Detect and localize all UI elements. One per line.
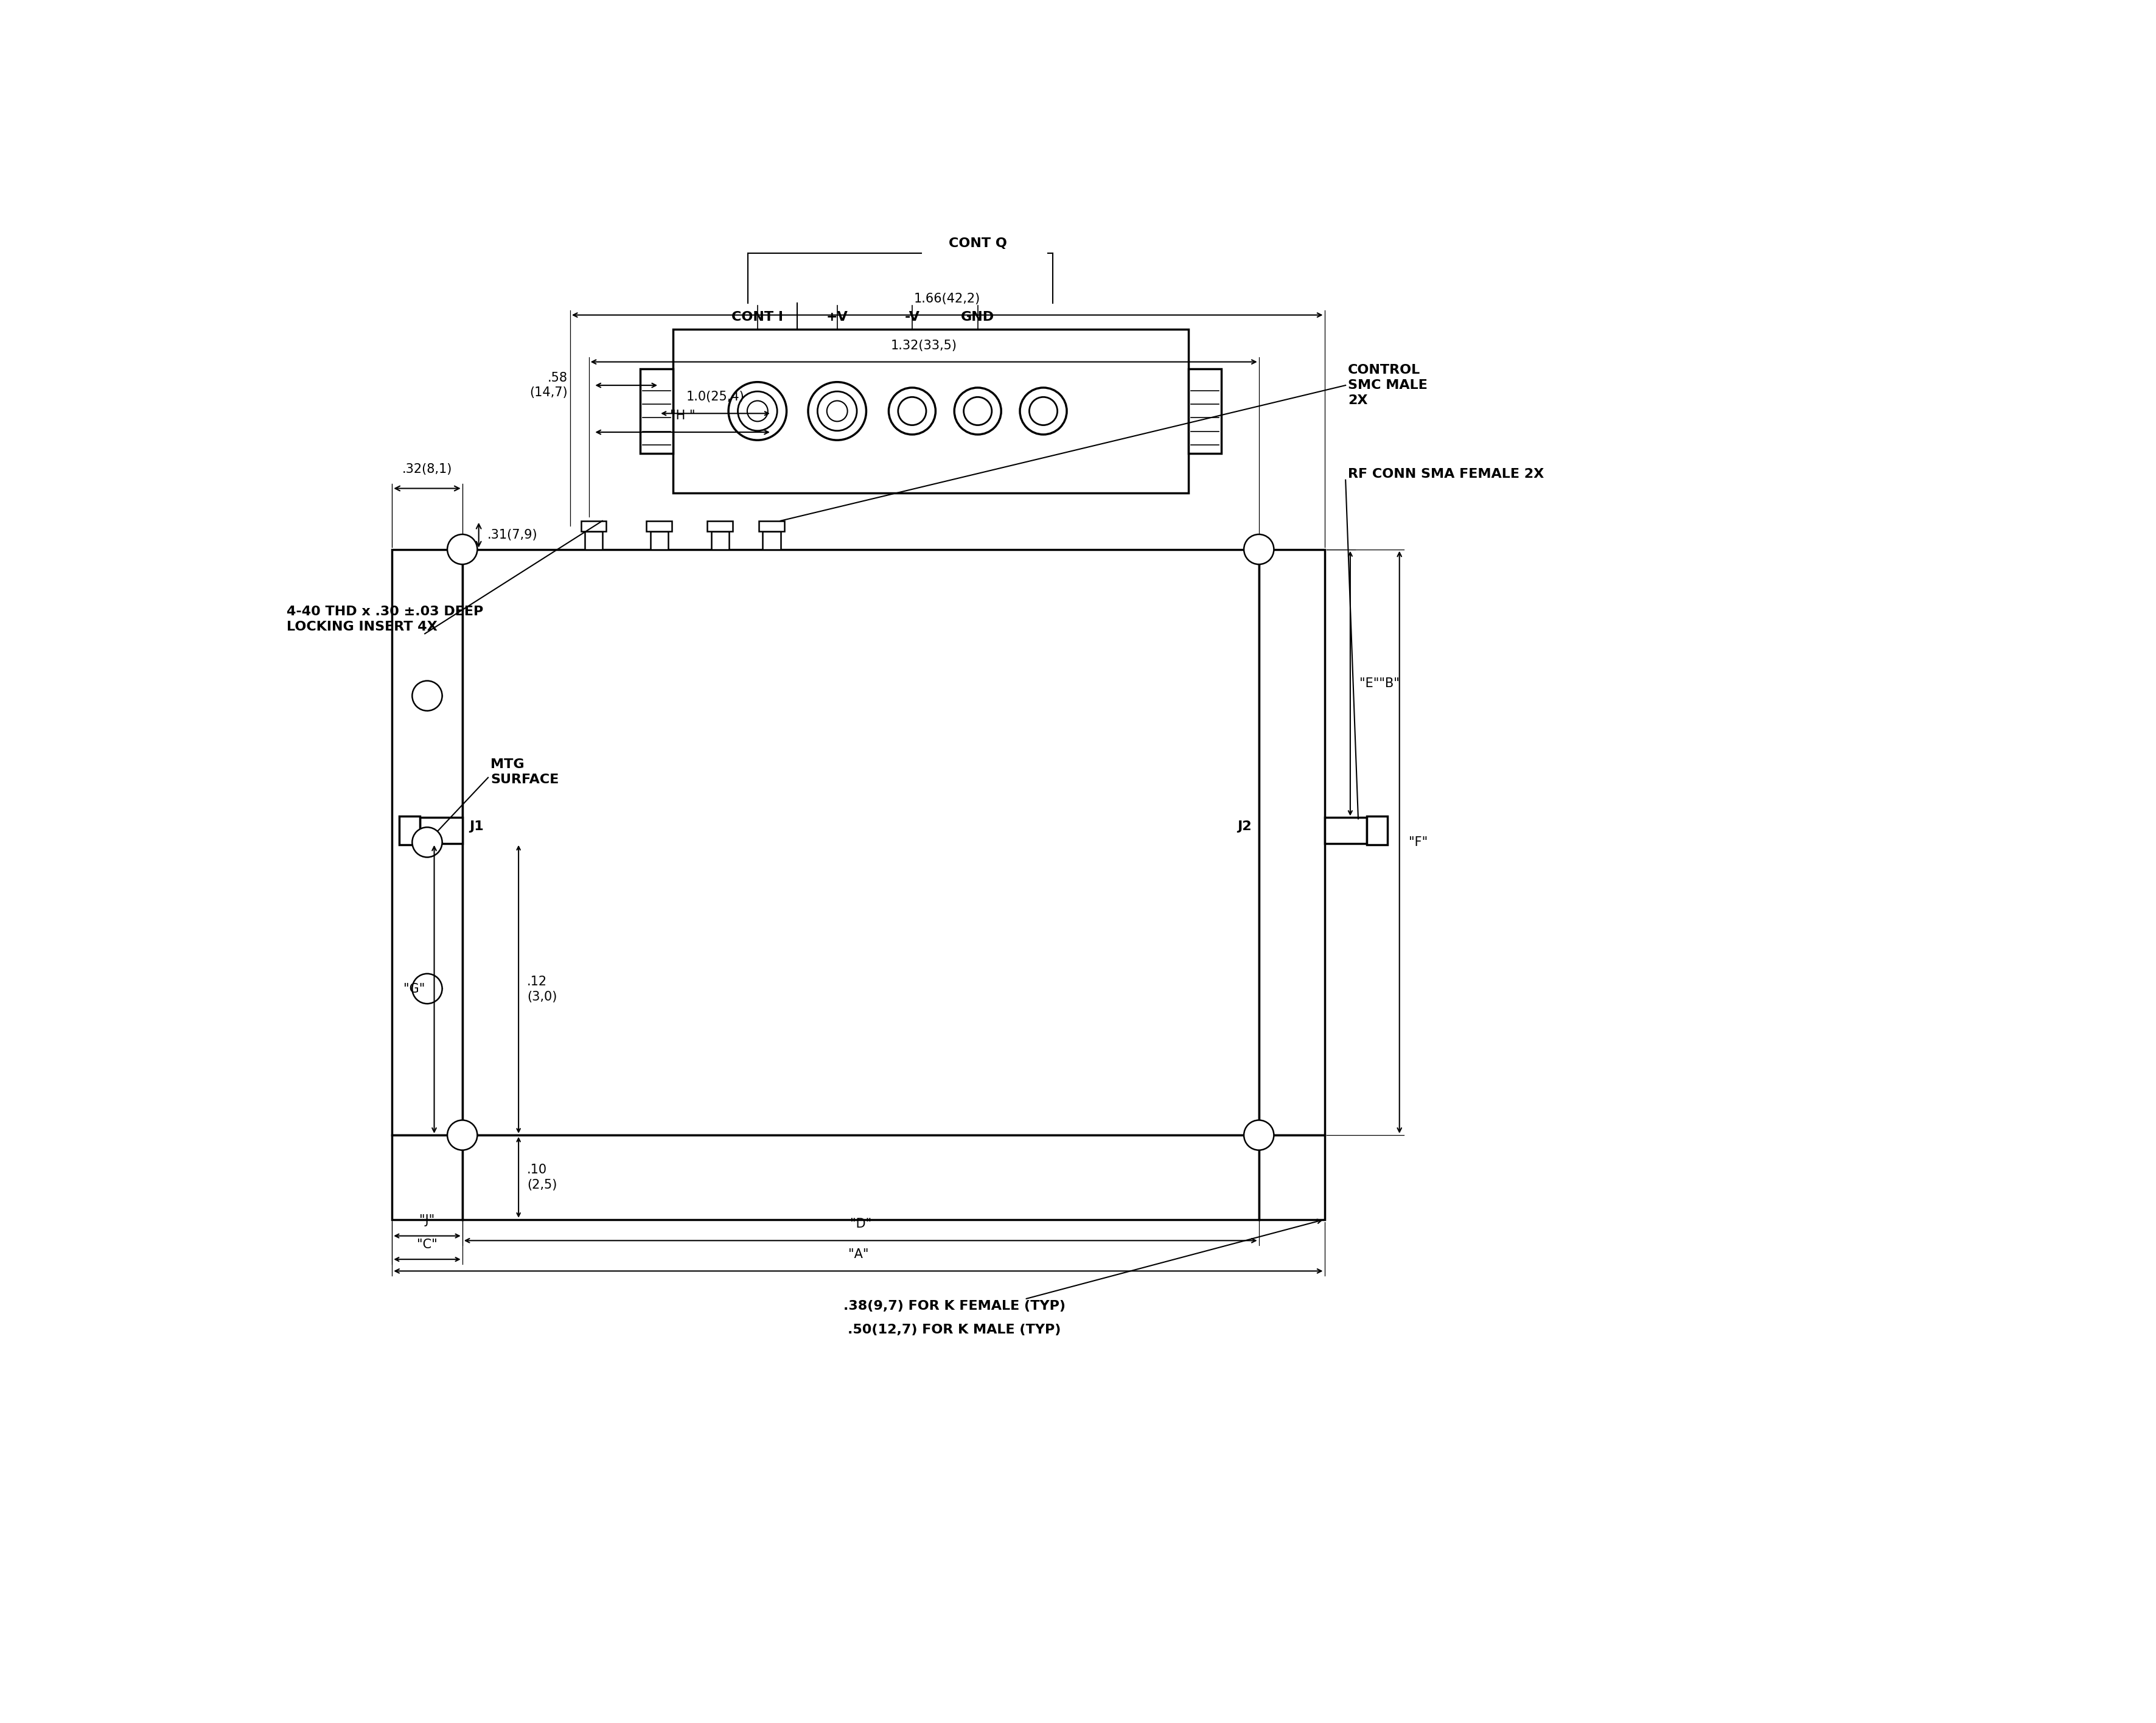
Text: .31(7,9): .31(7,9) xyxy=(487,529,537,541)
Text: RF CONN SMA FEMALE 2X: RF CONN SMA FEMALE 2X xyxy=(1348,469,1544,481)
Text: 1.0(25,4): 1.0(25,4) xyxy=(686,391,744,403)
Bar xyxy=(711,531,729,550)
Circle shape xyxy=(809,383,867,439)
Text: .32(8,1): .32(8,1) xyxy=(403,463,453,476)
Text: J2: J2 xyxy=(1238,820,1253,832)
Text: CONT Q: CONT Q xyxy=(949,238,1007,250)
Text: J1: J1 xyxy=(470,820,483,832)
Circle shape xyxy=(888,388,936,434)
Text: -V: -V xyxy=(906,312,921,324)
Text: GND: GND xyxy=(962,312,994,324)
Bar xyxy=(1367,817,1388,844)
Bar xyxy=(673,329,1188,493)
Text: .50(12,7) FOR K MALE (TYP): .50(12,7) FOR K MALE (TYP) xyxy=(847,1323,1061,1335)
Text: "F": "F" xyxy=(1408,836,1427,848)
Bar xyxy=(399,817,420,844)
Bar xyxy=(763,531,780,550)
Text: "J": "J" xyxy=(420,1215,436,1227)
Circle shape xyxy=(729,383,787,439)
Text: +V: +V xyxy=(826,312,847,324)
Circle shape xyxy=(446,1120,476,1151)
Bar xyxy=(461,550,1259,1135)
Text: "E""B": "E""B" xyxy=(1360,677,1399,689)
Circle shape xyxy=(1244,534,1274,565)
Text: 1.32(33,5): 1.32(33,5) xyxy=(890,339,957,351)
Bar xyxy=(707,520,733,531)
Circle shape xyxy=(817,391,856,431)
Bar xyxy=(640,369,673,453)
Bar xyxy=(580,520,606,531)
Circle shape xyxy=(748,401,768,422)
Circle shape xyxy=(1028,396,1056,426)
Text: .12
(3,0): .12 (3,0) xyxy=(526,975,556,1003)
Text: MTG
SURFACE: MTG SURFACE xyxy=(489,758,558,786)
Text: 1.66(42,2): 1.66(42,2) xyxy=(914,293,981,305)
Text: "C": "C" xyxy=(416,1239,438,1251)
Bar xyxy=(1324,818,1367,843)
Bar xyxy=(759,520,785,531)
Text: "H ": "H " xyxy=(671,410,694,422)
Text: .58
(14,7): .58 (14,7) xyxy=(530,372,567,400)
Text: .38(9,7) FOR K FEMALE (TYP): .38(9,7) FOR K FEMALE (TYP) xyxy=(843,1301,1065,1313)
Circle shape xyxy=(446,534,476,565)
Text: 4-40 THD x .30 ±.03 DEEP
LOCKING INSERT 4X: 4-40 THD x .30 ±.03 DEEP LOCKING INSERT … xyxy=(287,605,483,632)
Text: CONTROL
SMC MALE
2X: CONTROL SMC MALE 2X xyxy=(1348,364,1427,407)
Circle shape xyxy=(412,973,442,1005)
Bar xyxy=(1188,369,1222,453)
Bar xyxy=(392,550,461,1135)
Circle shape xyxy=(1020,388,1067,434)
Text: "A": "A" xyxy=(847,1249,869,1261)
Circle shape xyxy=(955,388,1000,434)
Circle shape xyxy=(828,401,847,422)
Text: CONT I: CONT I xyxy=(731,312,783,324)
Circle shape xyxy=(412,827,442,858)
Bar xyxy=(651,531,668,550)
Circle shape xyxy=(964,396,992,426)
Text: "G": "G" xyxy=(403,984,425,996)
Bar xyxy=(420,818,461,843)
Bar xyxy=(584,531,602,550)
Circle shape xyxy=(1244,1120,1274,1151)
Bar xyxy=(461,1135,1259,1220)
Bar xyxy=(647,520,673,531)
Circle shape xyxy=(737,391,776,431)
Bar xyxy=(1259,550,1324,1135)
Bar xyxy=(1259,1135,1324,1220)
Text: "D": "D" xyxy=(849,1218,871,1230)
Circle shape xyxy=(899,396,927,426)
Text: .10
(2,5): .10 (2,5) xyxy=(526,1163,556,1191)
Bar xyxy=(392,1135,461,1220)
Circle shape xyxy=(412,681,442,712)
